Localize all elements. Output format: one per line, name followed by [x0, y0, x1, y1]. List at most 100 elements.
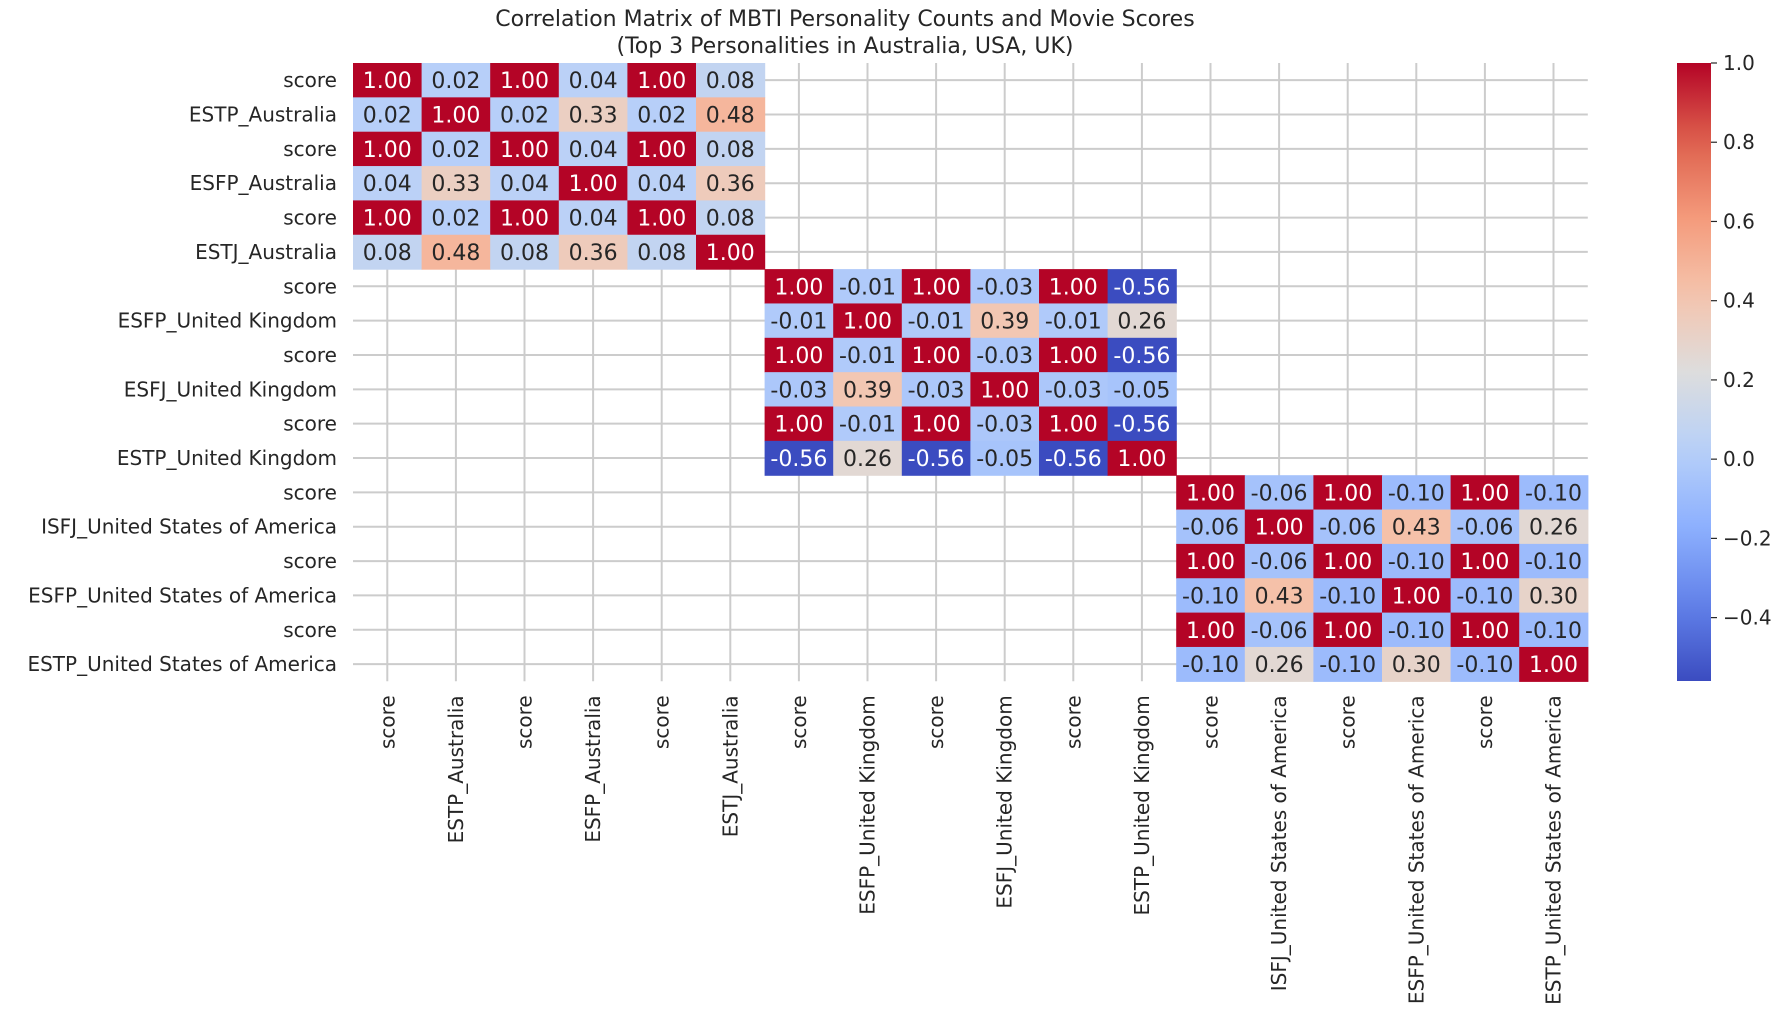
- column-tick-label: ESTJ_Australia: [718, 695, 742, 837]
- cell-value-label: 1.00: [637, 138, 686, 163]
- cell-value-label: -0.10: [1525, 619, 1582, 644]
- heatmap-cell: [1244, 509, 1314, 545]
- colorbar-tick-label: 1.0: [1723, 51, 1755, 75]
- heatmap-cell: [1107, 406, 1177, 442]
- column-tick-label: score: [1473, 695, 1497, 749]
- cell-value-label: 0.30: [1529, 584, 1578, 609]
- cell-value-label: -0.10: [1525, 550, 1582, 575]
- cell-value-label: -0.56: [908, 447, 965, 472]
- heatmap-cell: [764, 440, 834, 476]
- heatmap-cell: [558, 97, 628, 133]
- row-tick-label: ESTP_United States of America: [27, 652, 337, 676]
- heatmap-cell: [1313, 646, 1383, 682]
- cell-value-label: -0.56: [1045, 447, 1102, 472]
- column-tick-label: ESTP_Australia: [444, 695, 468, 843]
- cell-value-label: 0.26: [843, 447, 892, 472]
- heatmap-cell: [1107, 440, 1177, 476]
- cell-value-label: 1.00: [1186, 481, 1235, 506]
- cell-value-label: 0.08: [637, 241, 686, 266]
- cell-value-label: 0.02: [500, 104, 549, 129]
- cell-value-label: 0.02: [431, 69, 480, 94]
- cell-value-label: 0.43: [1255, 584, 1304, 609]
- heatmap-cell: [1450, 509, 1520, 545]
- row-tick-label: score: [283, 68, 337, 92]
- colorbar-tick-label: 0.8: [1723, 130, 1755, 154]
- colorbar-tick-label: 0.2: [1723, 368, 1755, 392]
- cell-value-label: 1.00: [774, 344, 823, 369]
- cell-value-label: 0.08: [500, 241, 549, 266]
- cell-value-label: 1.00: [637, 207, 686, 232]
- cell-value-label: -0.01: [770, 310, 827, 335]
- cell-value-label: 0.30: [1392, 653, 1441, 678]
- cell-value-label: 1.00: [500, 207, 549, 232]
- cell-value-label: 0.02: [363, 104, 412, 129]
- cell-value-label: -0.10: [1525, 481, 1582, 506]
- heatmap-cell: [558, 166, 628, 201]
- cell-value-label: 1.00: [363, 138, 412, 163]
- heatmap-cell: [1313, 543, 1383, 579]
- cell-value-label: 1.00: [1460, 619, 1509, 644]
- cell-value-label: -0.01: [839, 275, 896, 300]
- row-tick-label: score: [283, 480, 337, 504]
- heatmap-cell: [627, 200, 697, 236]
- cell-value-label: 1.00: [912, 413, 961, 438]
- heatmap-cell: [833, 372, 903, 408]
- colorbar-tick-label: 0.6: [1723, 209, 1755, 233]
- cell-value-label: 1.00: [363, 207, 412, 232]
- heatmap-cell: [627, 97, 697, 133]
- cell-value-label: 1.00: [431, 104, 480, 129]
- column-tick-label: ESFP_United Kingdom: [856, 695, 880, 914]
- row-tick-label: ESFP_United States of America: [28, 583, 337, 607]
- heatmap-cell: [558, 234, 628, 270]
- heatmap-cell: [901, 303, 971, 339]
- cell-value-label: -0.06: [1182, 516, 1239, 541]
- heatmap-cell: [696, 200, 766, 236]
- heatmap-cell: [490, 166, 560, 201]
- heatmap-cell: [421, 97, 491, 133]
- heatmap-cell: [421, 63, 491, 98]
- heatmap-cells: 1.00 0.02 1.00 0.04 1.00 0.08 0.02 1.00 0.02 0.33…: [353, 63, 1589, 682]
- heatmap-cell: [1107, 303, 1177, 339]
- heatmap-cell: [1176, 543, 1246, 579]
- cell-value-label: 0.02: [637, 104, 686, 129]
- cell-value-label: -0.03: [770, 378, 827, 403]
- heatmap-cell: [764, 372, 834, 408]
- cell-value-label: -0.56: [1113, 413, 1170, 438]
- heatmap-cell: [1313, 612, 1383, 648]
- cell-value-label: -0.01: [839, 413, 896, 438]
- cell-value-label: -0.10: [1388, 550, 1445, 575]
- cell-value-label: -0.10: [1388, 619, 1445, 644]
- heatmap-cell: [1313, 475, 1383, 511]
- column-tick-label: ISFJ_United States of America: [1267, 695, 1291, 991]
- cell-value-label: 1.00: [637, 69, 686, 94]
- row-tick-label: score: [283, 549, 337, 573]
- row-tick-label: score: [283, 343, 337, 367]
- heatmap-cell: [970, 440, 1040, 476]
- cell-value-label: 1.00: [774, 413, 823, 438]
- heatmap-cell: [696, 63, 766, 98]
- heatmap-cell: [1450, 578, 1520, 614]
- row-tick-label: ESTJ_Australia: [195, 240, 337, 264]
- heatmap-cell: [901, 440, 971, 476]
- heatmap-cell: [696, 234, 766, 270]
- heatmap-cell: [1107, 337, 1177, 373]
- cell-value-label: 1.00: [843, 310, 892, 335]
- cell-value-label: 1.00: [1186, 550, 1235, 575]
- cell-value-label: -0.10: [1456, 653, 1513, 678]
- row-tick-label: score: [283, 412, 337, 436]
- cell-value-label: 0.48: [431, 241, 480, 266]
- cell-value-label: 0.04: [569, 138, 618, 163]
- heatmap-cell: [696, 131, 766, 167]
- cell-value-label: 1.00: [363, 69, 412, 94]
- cell-value-label: 0.08: [706, 207, 755, 232]
- heatmap-cell: [1382, 612, 1452, 648]
- heatmap-cell: [1176, 509, 1246, 545]
- heatmap-cell: [833, 337, 903, 373]
- row-tick-label: ESTP_Australia: [189, 103, 337, 127]
- cell-value-label: -0.03: [976, 275, 1033, 300]
- heatmap-cell: [1519, 543, 1589, 579]
- heatmap-cell: [1450, 475, 1520, 511]
- cell-value-label: 0.39: [980, 310, 1029, 335]
- heatmap-cell: [1313, 509, 1383, 545]
- heatmap-cell: [353, 234, 423, 270]
